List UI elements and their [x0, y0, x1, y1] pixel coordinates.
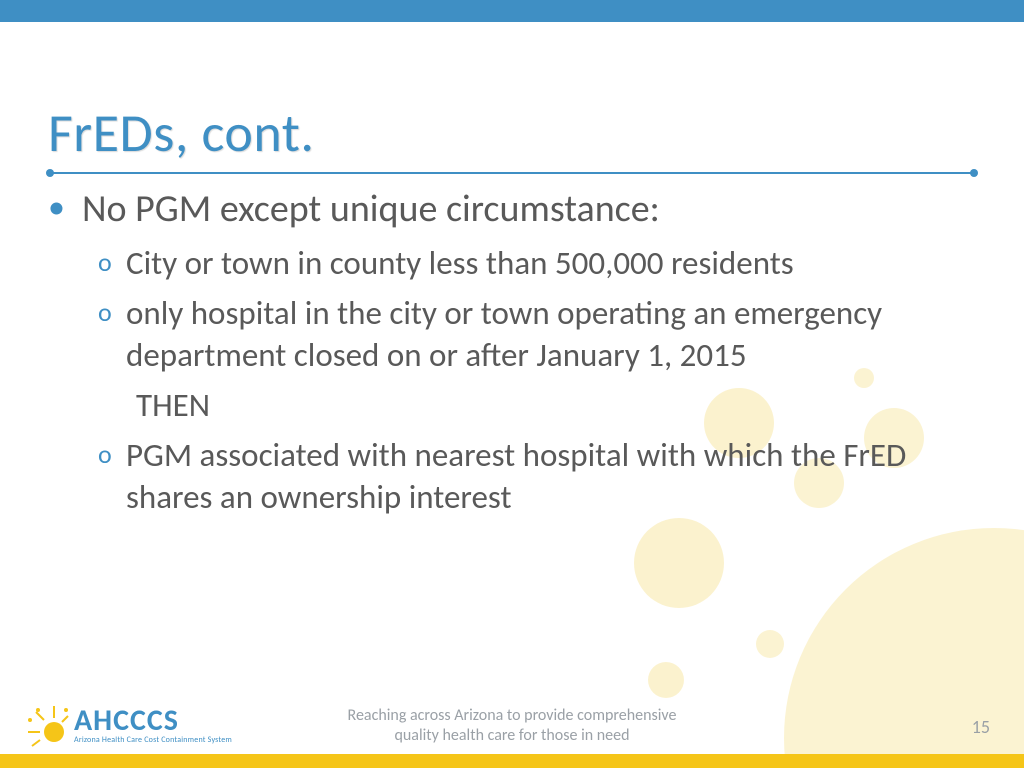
bullet-circle-icon: o [98, 434, 126, 474]
slide: FrEDs, cont. • No PGM except unique circ… [0, 0, 1024, 768]
footer-region: AHCCCS Arizona Health Care Cost Containm… [0, 690, 1024, 768]
bullet-level2-plain: THEN [98, 384, 976, 426]
slide-title: FrEDs, cont. [48, 100, 976, 172]
bullet-text: THEN [136, 384, 210, 426]
title-underline [48, 172, 976, 174]
bullet-level2: o only hospital in the city or town oper… [98, 292, 976, 376]
bullet-level1: • No PGM except unique circumstance: [48, 186, 976, 232]
bullet-circle-icon: o [98, 292, 126, 332]
bullet-text: only hospital in the city or town operat… [126, 292, 976, 376]
content-region: • No PGM except unique circumstance: o C… [48, 186, 976, 526]
bullet-circle-icon: o [98, 242, 126, 282]
title-region: FrEDs, cont. [48, 100, 976, 174]
tagline-line1: Reaching across Arizona to provide compr… [0, 706, 1024, 726]
bullet-text: No PGM except unique circumstance: [82, 186, 660, 232]
footer-tagline: Reaching across Arizona to provide compr… [0, 706, 1024, 746]
top-accent-bar [0, 0, 1024, 22]
bottom-accent-bar [0, 754, 1024, 768]
tagline-line2: quality health care for those in need [0, 726, 1024, 746]
bullet-text: City or town in county less than 500,000… [126, 242, 794, 284]
bullet-dot-icon: • [48, 186, 82, 230]
bullet-level2: o City or town in county less than 500,0… [98, 242, 976, 284]
page-number: 15 [972, 716, 990, 738]
bullet-level2: o PGM associated with nearest hospital w… [98, 434, 976, 518]
bullet-text: PGM associated with nearest hospital wit… [126, 434, 976, 518]
